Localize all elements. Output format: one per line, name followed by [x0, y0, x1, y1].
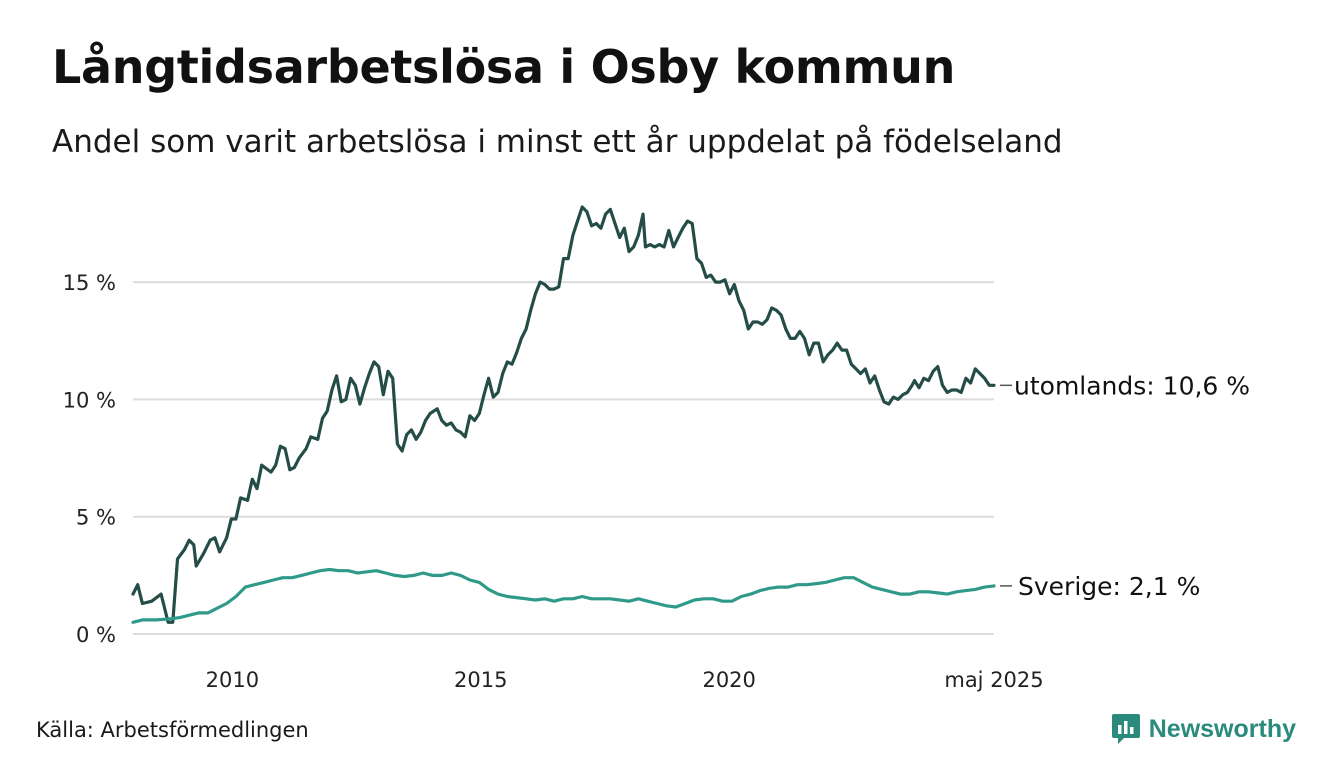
y-tick-label: 5 %: [76, 506, 116, 530]
y-tick-label: 0 %: [76, 623, 116, 647]
x-axis-ticks: 2010 2015 2020 maj 2025: [206, 668, 1044, 692]
y-tick-label: 15 %: [63, 271, 116, 295]
series-lines: [131, 205, 996, 624]
x-tick-label: 2010: [206, 668, 259, 692]
gridlines: [133, 281, 994, 635]
series-line-sverige: [131, 567, 996, 624]
y-tick-label: 10 %: [63, 388, 116, 412]
brand-logo: Newsworthy: [1111, 712, 1296, 746]
series-line-utomlands: [131, 205, 996, 624]
brand-name: Newsworthy: [1148, 714, 1296, 743]
x-tick-label: 2020: [702, 668, 755, 692]
chart-title: Långtidsarbetslösa i Osby kommun: [52, 40, 956, 94]
x-tick-label: maj 2025: [944, 668, 1043, 692]
source-note: Källa: Arbetsförmedlingen: [36, 718, 309, 742]
x-tick-label: 2015: [454, 668, 507, 692]
chart-subtitle: Andel som varit arbetslösa i minst ett å…: [52, 124, 1063, 160]
end-label-sverige: Sverige: 2,1 %: [1018, 572, 1200, 601]
newsworthy-logo-icon: [1111, 714, 1140, 744]
y-axis-ticks: 0 % 5 % 10 % 15 %: [63, 271, 116, 647]
end-label-utomlands: utomlands: 10,6 %: [1014, 371, 1250, 400]
series-end-labels: utomlands: 10,6 % Sverige: 2,1 %: [1000, 371, 1250, 601]
